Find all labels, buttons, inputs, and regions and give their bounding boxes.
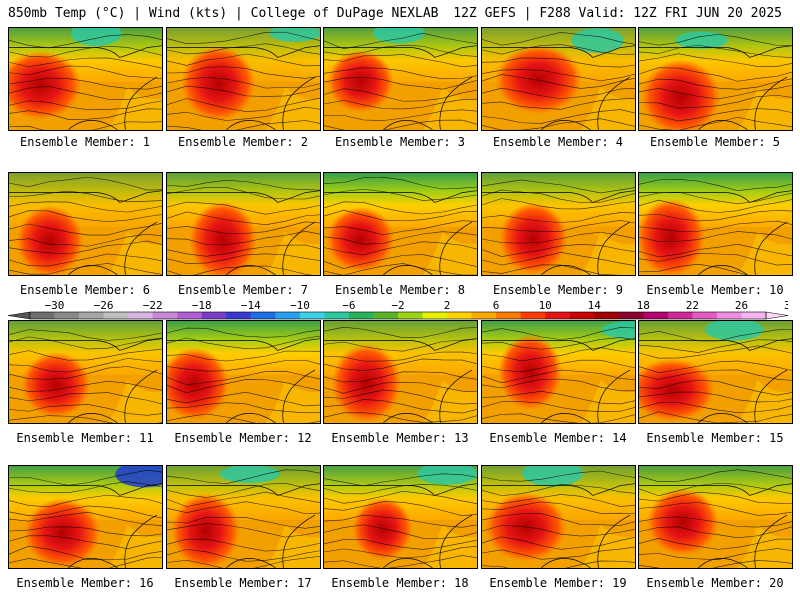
colorbar-swatch bbox=[667, 312, 693, 319]
colorbar-swatch bbox=[471, 312, 497, 319]
colorbar-swatch bbox=[716, 312, 742, 319]
ensemble-member-label: Ensemble Member: 17 bbox=[174, 576, 312, 590]
colorbar-min-arrow bbox=[8, 311, 31, 320]
ensemble-member-map bbox=[166, 320, 321, 424]
colorbar-swatch bbox=[618, 312, 644, 319]
ensemble-member-label: Ensemble Member: 1 bbox=[19, 135, 151, 149]
ensemble-member-map bbox=[166, 465, 321, 569]
ensemble-member-label: Ensemble Member: 15 bbox=[646, 431, 784, 445]
ensemble-member-map bbox=[481, 172, 636, 276]
ensemble-member-map bbox=[638, 320, 793, 424]
colorbar-tick-label: 18 bbox=[637, 300, 650, 312]
colorbar-tick-label: 22 bbox=[686, 300, 699, 312]
ensemble-member-map bbox=[323, 320, 478, 424]
map-title: 850mb Temp (°C) | Wind (kts) | College o… bbox=[8, 6, 439, 21]
ensemble-member-label: Ensemble Member: 11 bbox=[16, 431, 154, 445]
colorbar-swatch bbox=[250, 312, 276, 319]
ensemble-member-label: Ensemble Member: 2 bbox=[177, 135, 309, 149]
colorbar-tick-label: −26 bbox=[94, 300, 114, 312]
colorbar-tick-label: 30 bbox=[784, 300, 788, 312]
colorbar-swatch bbox=[201, 312, 227, 319]
ensemble-member-label: Ensemble Member: 8 bbox=[334, 283, 466, 297]
ensemble-member-map bbox=[323, 172, 478, 276]
ensemble-member-label: Ensemble Member: 13 bbox=[331, 431, 469, 445]
colorbar-swatch bbox=[496, 312, 521, 319]
colorbar-swatch bbox=[643, 312, 669, 319]
colorbar-tick-label: −18 bbox=[192, 300, 212, 312]
ensemble-member-map bbox=[8, 320, 163, 424]
colorbar-swatch bbox=[79, 312, 104, 319]
colorbar-swatch bbox=[30, 312, 55, 319]
colorbar-swatch bbox=[226, 312, 252, 319]
ensemble-member-map bbox=[8, 27, 163, 131]
ensemble-member-label: Ensemble Member: 14 bbox=[489, 431, 627, 445]
colorbar-tick-label: −14 bbox=[241, 300, 261, 312]
ensemble-member-map bbox=[481, 465, 636, 569]
ensemble-member-map bbox=[638, 465, 793, 569]
colorbar-swatch bbox=[692, 312, 718, 319]
ensemble-member-map bbox=[166, 172, 321, 276]
colorbar-tick-label: −22 bbox=[143, 300, 163, 312]
ensemble-member-label: Ensemble Member: 18 bbox=[331, 576, 469, 590]
ensemble-member-label: Ensemble Member: 12 bbox=[174, 431, 312, 445]
ensemble-member-label: Ensemble Member: 9 bbox=[492, 283, 624, 297]
colorbar-tick-label: 14 bbox=[588, 300, 602, 312]
ensemble-member-map bbox=[166, 27, 321, 131]
colorbar-swatch bbox=[569, 312, 595, 319]
colorbar-swatch bbox=[398, 312, 423, 319]
colorbar-swatch bbox=[520, 312, 546, 319]
colorbar-tick-label: −30 bbox=[45, 300, 65, 312]
colorbar-tick-label: 10 bbox=[539, 300, 552, 312]
ensemble-member-map bbox=[638, 172, 793, 276]
colorbar-tick-label: 26 bbox=[735, 300, 748, 312]
colorbar-swatch bbox=[545, 312, 571, 319]
ensemble-member-map bbox=[323, 465, 478, 569]
colorbar-swatch bbox=[348, 312, 374, 319]
colorbar-tick-label: 2 bbox=[444, 300, 451, 312]
temperature-colorbar: −30−26−22−18−14−10−6−2261014182226303438… bbox=[8, 300, 788, 320]
ensemble-member-label: Ensemble Member: 4 bbox=[492, 135, 624, 149]
ensemble-member-map bbox=[481, 320, 636, 424]
ensemble-member-label: Ensemble Member: 16 bbox=[16, 576, 154, 590]
colorbar-swatch bbox=[594, 312, 620, 319]
ensemble-member-map bbox=[323, 27, 478, 131]
colorbar-swatch bbox=[324, 312, 350, 319]
ensemble-member-label: Ensemble Member: 6 bbox=[19, 283, 151, 297]
colorbar-swatch bbox=[103, 312, 129, 319]
run-valid-time: 12Z GEFS | F288 Valid: 12Z FRI JUN 20 20… bbox=[453, 6, 782, 21]
ensemble-member-label: Ensemble Member: 19 bbox=[489, 576, 627, 590]
colorbar-tick-label: −10 bbox=[290, 300, 310, 312]
colorbar-tick-label: −6 bbox=[342, 300, 355, 312]
ensemble-member-label: Ensemble Member: 3 bbox=[334, 135, 466, 149]
colorbar-swatch bbox=[128, 312, 153, 319]
colorbar-swatch bbox=[422, 312, 448, 319]
ensemble-member-map bbox=[481, 27, 636, 131]
ensemble-member-map bbox=[638, 27, 793, 131]
colorbar-swatch bbox=[54, 312, 80, 319]
colorbar-swatch bbox=[275, 312, 301, 319]
colorbar-swatch bbox=[152, 312, 178, 319]
colorbar-tick-label: 6 bbox=[493, 300, 500, 312]
colorbar-swatch bbox=[741, 312, 767, 319]
colorbar-max-arrow bbox=[765, 311, 788, 320]
ensemble-member-map bbox=[8, 172, 163, 276]
colorbar-swatch bbox=[177, 312, 203, 319]
ensemble-member-label: Ensemble Member: 10 bbox=[646, 283, 784, 297]
colorbar-swatch bbox=[373, 312, 399, 319]
ensemble-member-map bbox=[8, 465, 163, 569]
ensemble-member-label: Ensemble Member: 20 bbox=[646, 576, 784, 590]
colorbar-swatch bbox=[299, 312, 325, 319]
ensemble-member-label: Ensemble Member: 7 bbox=[177, 283, 309, 297]
colorbar-swatch bbox=[447, 312, 472, 319]
colorbar-tick-label: −2 bbox=[391, 300, 404, 312]
ensemble-member-label: Ensemble Member: 5 bbox=[649, 135, 781, 149]
